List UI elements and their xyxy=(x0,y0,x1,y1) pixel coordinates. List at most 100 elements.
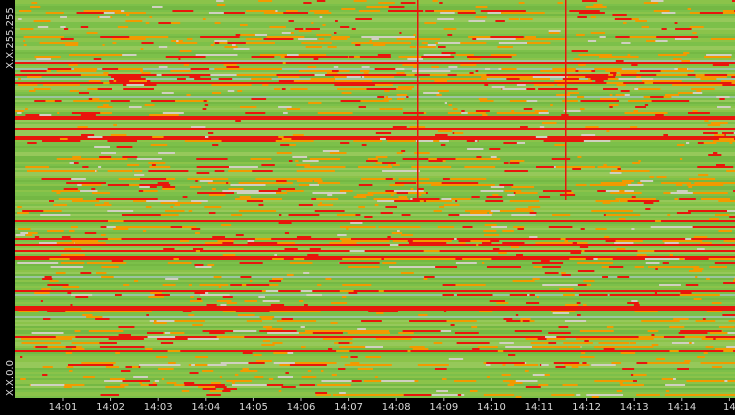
speckle xyxy=(477,346,498,348)
speckle xyxy=(20,378,26,380)
speckle xyxy=(204,136,209,138)
speckle xyxy=(511,214,536,216)
speckle xyxy=(629,342,637,344)
speckle xyxy=(619,72,637,74)
speckle xyxy=(712,140,735,142)
speckle xyxy=(548,332,571,334)
speckle xyxy=(232,382,235,384)
speckle xyxy=(102,44,105,46)
speckle xyxy=(191,364,227,366)
speckle xyxy=(96,272,107,274)
speckle xyxy=(71,294,93,296)
speckle xyxy=(538,88,578,90)
speckle xyxy=(148,170,189,172)
speckle xyxy=(178,58,181,60)
speckle xyxy=(627,200,660,202)
speckle xyxy=(381,380,415,382)
speckle xyxy=(557,84,568,86)
speckle xyxy=(317,204,334,206)
speckle xyxy=(360,100,389,102)
speckle xyxy=(530,342,549,344)
speckle xyxy=(105,386,114,388)
speckle xyxy=(408,192,426,194)
speckle xyxy=(534,110,549,112)
speckle xyxy=(453,380,477,382)
speckle xyxy=(595,228,607,230)
speckle xyxy=(333,66,339,68)
speckle xyxy=(374,204,379,206)
speckle xyxy=(552,312,570,314)
speckle xyxy=(484,82,497,84)
speckle xyxy=(423,278,428,280)
speckle xyxy=(202,330,234,332)
speckle xyxy=(535,136,548,138)
row xyxy=(15,16,735,18)
speckle xyxy=(31,332,64,334)
speckle xyxy=(139,364,181,366)
speckle xyxy=(378,2,395,4)
row xyxy=(15,370,735,372)
speckle xyxy=(406,234,413,236)
speckle xyxy=(118,326,135,328)
row xyxy=(15,268,735,270)
speckle xyxy=(622,180,634,182)
speckle xyxy=(439,206,445,208)
speckle xyxy=(319,16,323,18)
speckle xyxy=(298,184,313,186)
speckle xyxy=(567,92,580,94)
speckle xyxy=(584,340,589,342)
speckle xyxy=(407,350,411,352)
speckle xyxy=(253,354,262,356)
speckle xyxy=(656,36,699,38)
speckle xyxy=(92,98,100,100)
row xyxy=(15,342,735,344)
speckle xyxy=(563,342,593,344)
speckle xyxy=(83,10,122,12)
speckle xyxy=(162,188,176,190)
speckle xyxy=(340,100,356,102)
speckle xyxy=(695,74,705,76)
speckle xyxy=(292,134,304,136)
speckle xyxy=(498,68,502,70)
speckle xyxy=(267,332,280,334)
speckle xyxy=(314,158,341,160)
speckle xyxy=(569,258,573,260)
row xyxy=(15,34,735,36)
speckle xyxy=(448,104,453,106)
speckle xyxy=(236,74,277,76)
speckle xyxy=(337,74,352,76)
speckle xyxy=(459,242,466,244)
speckle xyxy=(673,318,689,320)
speckle xyxy=(242,352,253,354)
speckle xyxy=(406,96,409,98)
row xyxy=(15,324,735,326)
speckle xyxy=(693,268,704,270)
speckle xyxy=(196,166,229,168)
speckle xyxy=(372,336,399,338)
speckle xyxy=(36,58,51,60)
speckle xyxy=(100,394,120,396)
speckle xyxy=(321,380,352,382)
speckle xyxy=(62,286,80,288)
row xyxy=(15,22,735,24)
row xyxy=(15,396,735,398)
speckle xyxy=(262,340,270,342)
speckle xyxy=(398,178,430,180)
speckle xyxy=(20,70,48,72)
speckle xyxy=(496,394,515,396)
speckle xyxy=(207,132,214,134)
speckle xyxy=(306,294,322,296)
speckle xyxy=(660,70,694,72)
row xyxy=(15,14,735,16)
speckle xyxy=(314,210,345,212)
speckle xyxy=(49,200,55,202)
speckle xyxy=(390,194,394,196)
x-tick-label: 14:08 xyxy=(382,402,411,413)
speckle xyxy=(278,390,282,392)
speckle xyxy=(187,178,221,180)
speckle xyxy=(41,288,51,290)
speckle xyxy=(655,268,658,270)
speckle xyxy=(210,158,228,160)
speckle xyxy=(627,54,631,56)
speckle xyxy=(439,182,479,184)
